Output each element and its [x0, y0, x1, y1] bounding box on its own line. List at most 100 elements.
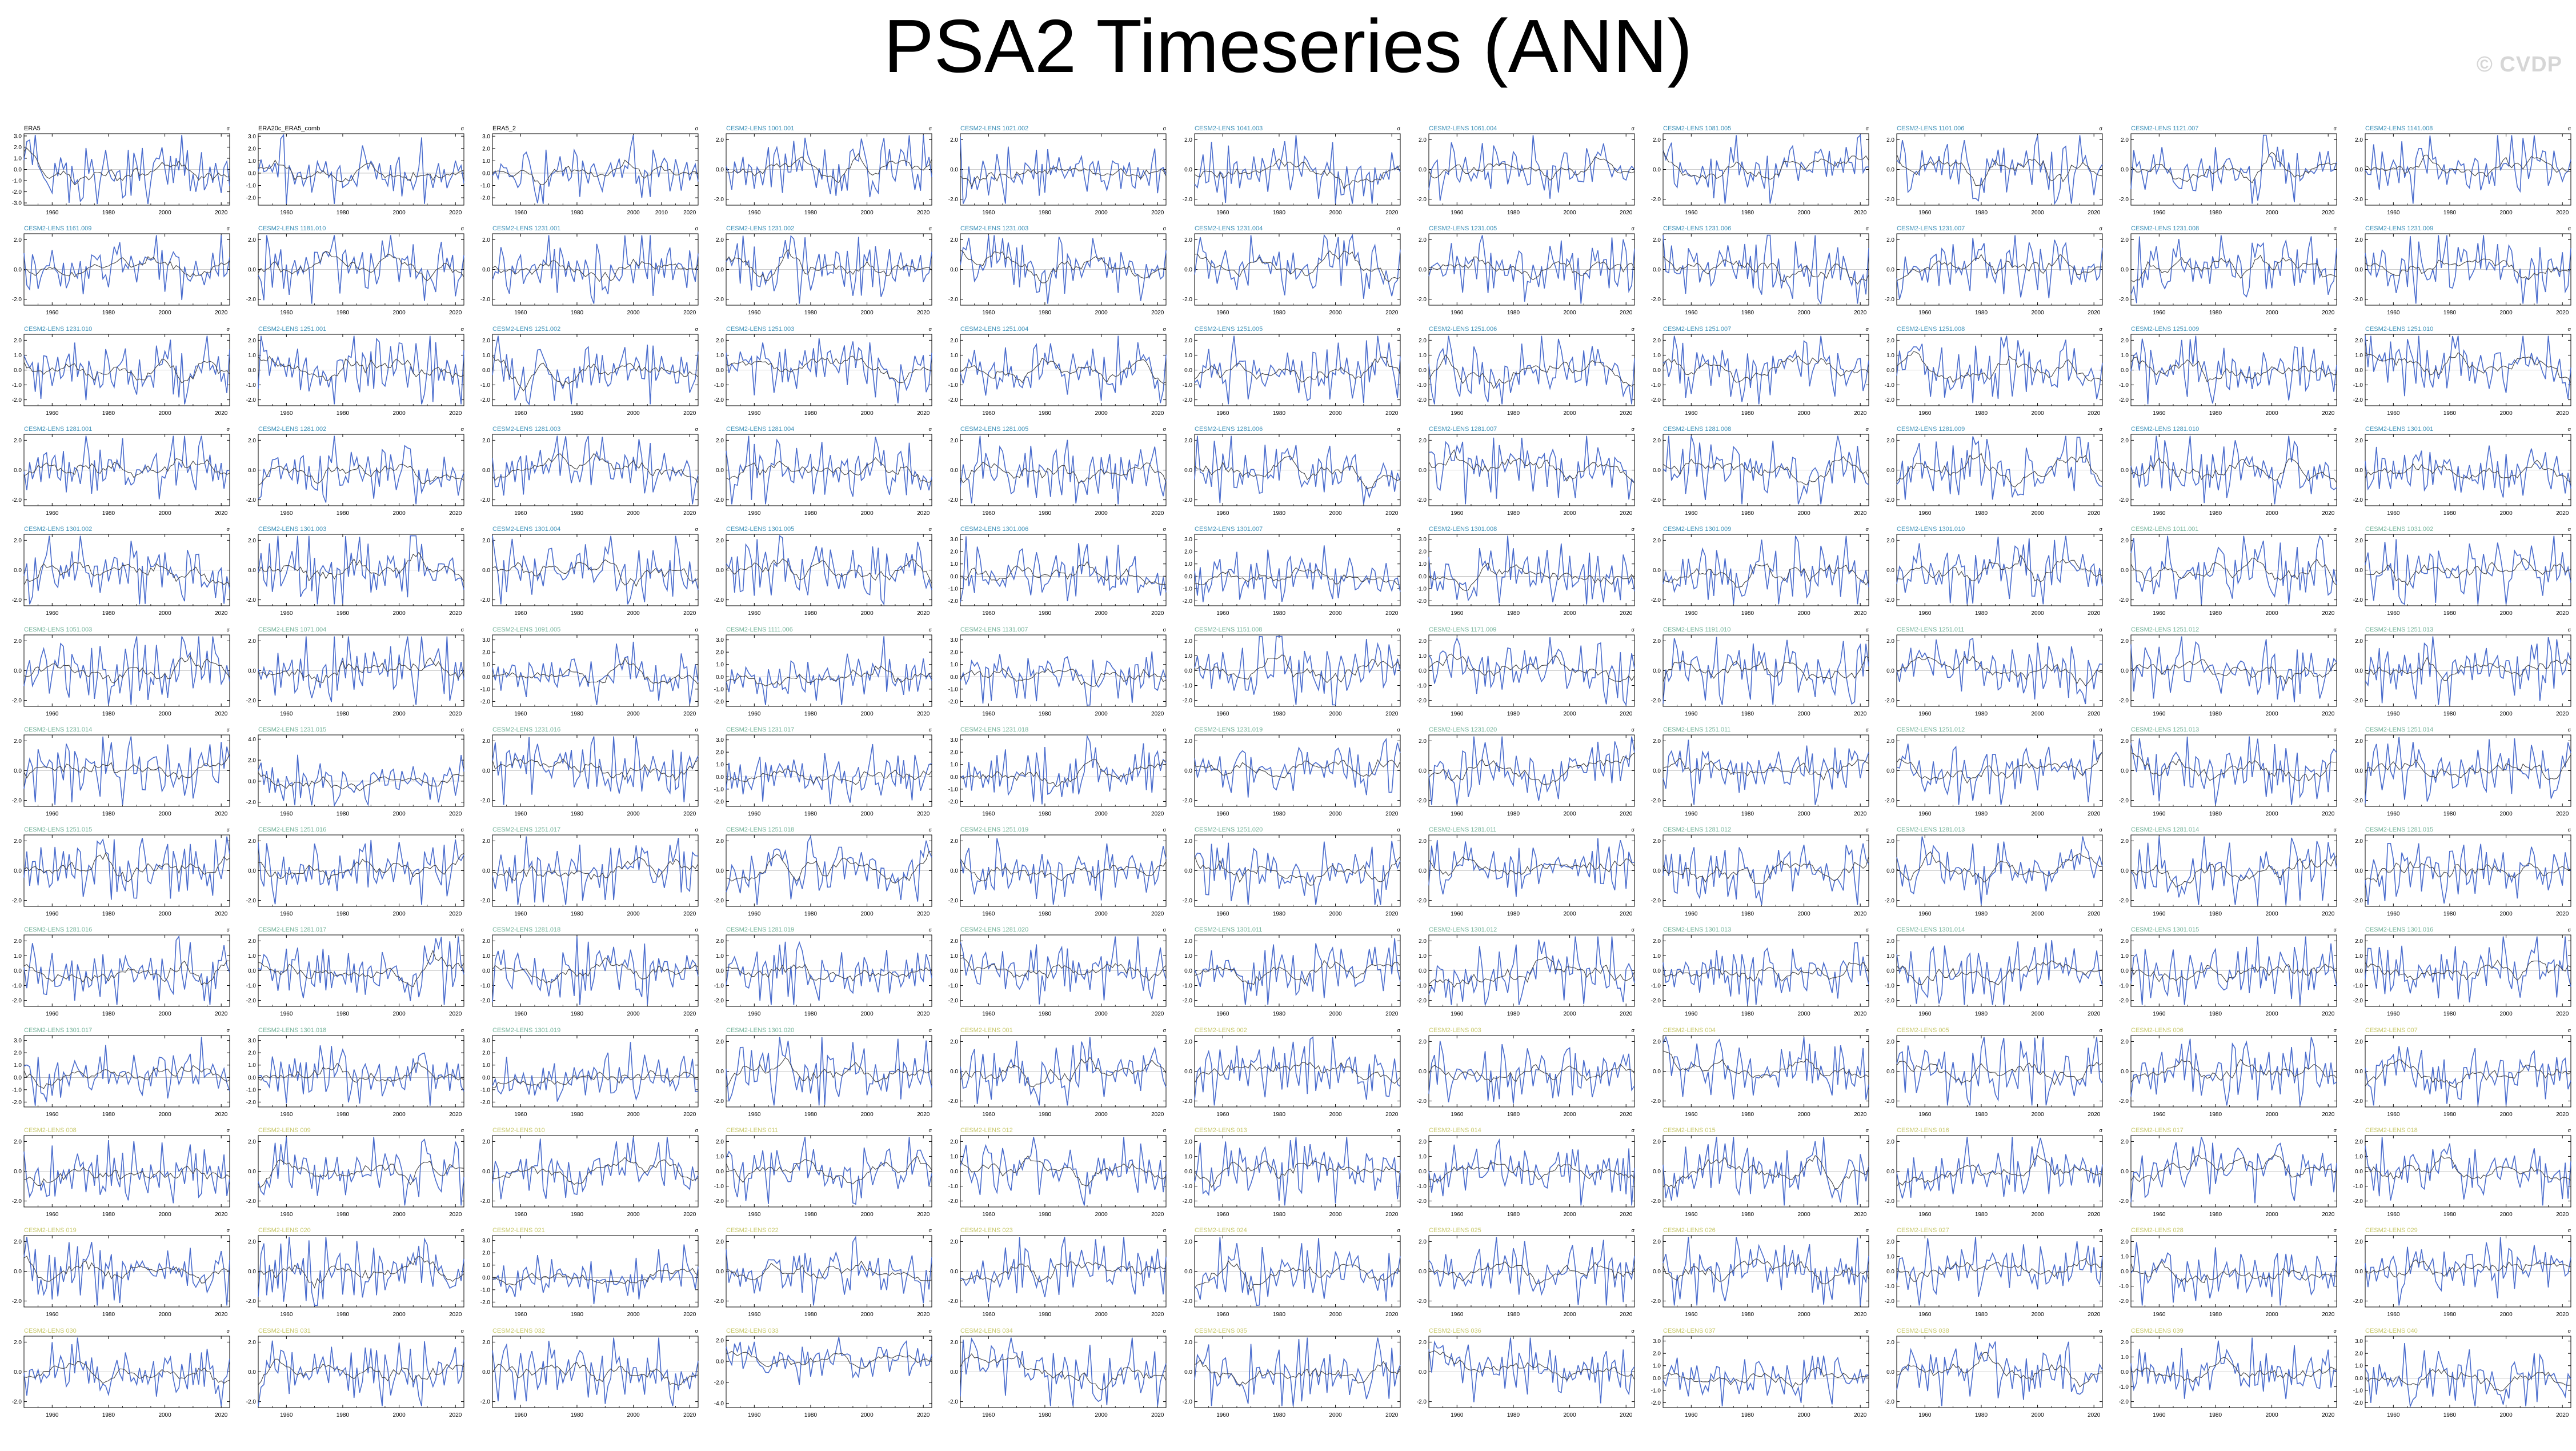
x-tick-label: 1980: [570, 711, 583, 717]
y-tick-label: 1.0: [1184, 653, 1192, 659]
y-tick-label: -1.0: [948, 786, 959, 793]
y-tick-label: 0.0: [1653, 1169, 1661, 1175]
x-tick-label: 1980: [1741, 410, 1754, 417]
panel-label: CESM2-LENS 1281.010: [2131, 426, 2199, 433]
series-line: [1428, 1041, 1635, 1104]
y-tick-label: 2.0: [482, 1139, 490, 1145]
x-tick-label: 2000: [2499, 811, 2513, 817]
y-tick-label: 2.0: [1419, 738, 1427, 745]
y-tick-label: -2.0: [2353, 798, 2363, 804]
x-tick-label: 2000: [2266, 811, 2279, 817]
y-tick-label: 2.0: [1653, 438, 1661, 444]
y-tick-label: 1.0: [14, 155, 22, 162]
panel-label: CESM2-LENS 1001.001: [726, 125, 794, 132]
y-tick-label: 2.0: [950, 749, 958, 756]
x-tick-label: 2020: [1854, 410, 1867, 417]
y-tick-label: 2.0: [248, 237, 256, 243]
y-tick-label: 0.0: [1419, 968, 1427, 974]
y-tick-label: 0.0: [1184, 768, 1192, 774]
y-tick-label: 2.0: [950, 838, 958, 845]
y-tick-label: 0.0: [950, 1069, 958, 1075]
panel-label: CESM2-LENS 1281.018: [492, 926, 560, 933]
x-tick-label: 1980: [1039, 711, 1052, 717]
x-tick-label: 1980: [1975, 510, 1988, 517]
x-tick-label: 1980: [2209, 1212, 2222, 1218]
y-tick-label: -1.0: [2119, 382, 2129, 389]
x-tick-label: 1960: [1685, 1112, 1698, 1118]
y-tick-label: 0.0: [1886, 1069, 1894, 1075]
x-tick-label: 1960: [46, 911, 59, 917]
y-tick-label: 0.0: [248, 668, 256, 674]
x-tick-label: 2000: [861, 210, 874, 216]
panel-units: σ: [2100, 126, 2103, 131]
y-tick-label: -1.0: [12, 1087, 22, 1093]
y-tick-label: 1.0: [1419, 561, 1427, 567]
y-tick-label: 0.0: [950, 1169, 958, 1175]
x-tick-label: 2000: [392, 1212, 406, 1218]
smoothed-line: [1194, 567, 1401, 586]
y-tick-label: -2.0: [1417, 698, 1427, 704]
panel-label: CESM2-LENS 1301.007: [1195, 526, 1263, 533]
panel-label: CESM2-LENS 1161.009: [24, 225, 91, 232]
series-line: [726, 1137, 933, 1205]
y-tick-label: 0.0: [482, 868, 490, 874]
series-line: [2365, 843, 2571, 905]
y-tick-label: 2.0: [482, 649, 490, 655]
x-tick-label: 1980: [1975, 711, 1988, 717]
x-tick-label: 2000: [2266, 1011, 2279, 1017]
x-tick-label: 2000: [2499, 510, 2513, 517]
x-tick-label: 2020: [449, 811, 462, 817]
smoothed-line: [258, 1159, 464, 1188]
x-tick-label: 2000: [627, 310, 640, 316]
smoothed-line: [492, 453, 699, 483]
plot-frame: [960, 634, 1167, 706]
x-tick-label: 2020: [2556, 1011, 2569, 1017]
smoothed-line: [2130, 255, 2337, 283]
y-tick-label: -2.0: [2119, 297, 2129, 303]
x-tick-label: 2020: [2556, 510, 2569, 517]
x-tick-label: 2000: [2266, 610, 2279, 617]
y-tick-label: 2.0: [248, 1050, 256, 1056]
y-tick-label: 0.0: [1653, 167, 1661, 173]
series-line: [1194, 234, 1401, 299]
series-line: [491, 1137, 699, 1200]
x-tick-label: 1980: [804, 410, 818, 417]
panel-label: CESM2-LENS 1281.003: [492, 426, 560, 433]
panel-label: CESM2-LENS 1301.013: [1663, 926, 1731, 933]
y-tick-label: 0.0: [1886, 167, 1894, 173]
panel-label: CESM2-LENS 1281.013: [1897, 826, 1965, 833]
x-tick-label: 1980: [1273, 911, 1286, 917]
x-tick-label: 2020: [2088, 911, 2101, 917]
x-tick-label: 1960: [2153, 1212, 2166, 1218]
plot-frame: [492, 133, 699, 206]
y-tick-label: -2.0: [246, 1100, 257, 1106]
y-tick-label: -2.0: [1650, 297, 1661, 303]
y-tick-label: 2.0: [2121, 838, 2129, 845]
y-tick-label: 2.0: [14, 237, 22, 243]
x-tick-label: 2000: [627, 210, 640, 216]
x-tick-label: 1980: [1039, 1212, 1052, 1218]
series-line: [960, 235, 1167, 304]
x-tick-label: 1980: [1741, 811, 1754, 817]
x-tick-label: 2000: [158, 1011, 171, 1017]
panel-units: σ: [1163, 1028, 1167, 1033]
smoothed-line: [960, 759, 1167, 787]
x-tick-label: 1980: [102, 310, 115, 316]
timeseries-panel: CESM2-LENS 1301.014 σ-2.0-1.00.01.02.0196…: [1885, 926, 2104, 1017]
x-tick-label: 1980: [336, 1011, 350, 1017]
y-tick-label: -1.0: [12, 178, 22, 185]
y-tick-label: 0.0: [950, 574, 958, 580]
y-tick-label: -2.0: [714, 1198, 724, 1205]
x-tick-label: 1960: [46, 510, 59, 517]
panel-units: σ: [2567, 627, 2571, 633]
timeseries-panel: CESM2-LENS 1231.017 σ-2.0-1.00.01.02.03.0…: [714, 726, 932, 817]
x-tick-label: 2000: [1329, 410, 1342, 417]
y-tick-label: 0.0: [482, 170, 490, 177]
smoothed-line: [1662, 150, 1869, 180]
x-tick-label: 1980: [1039, 1011, 1052, 1017]
x-tick-label: 1980: [570, 510, 583, 517]
